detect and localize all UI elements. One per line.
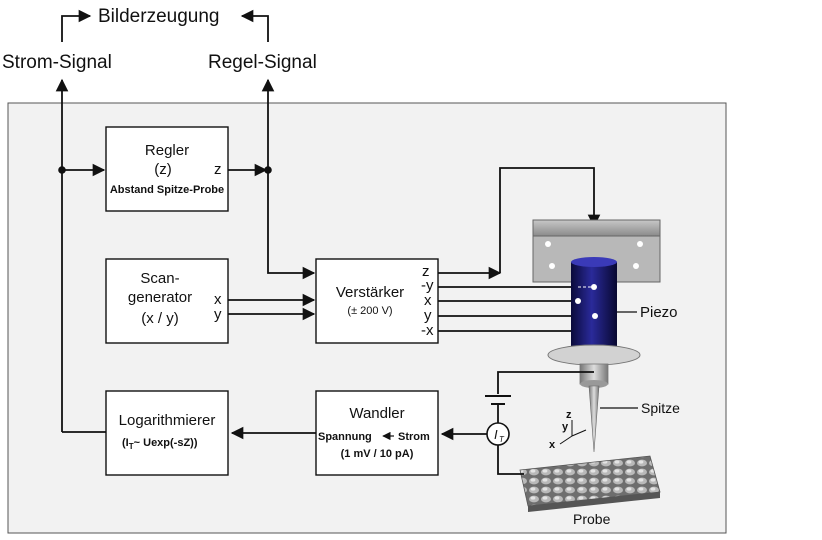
converter-box (315, 390, 439, 476)
logarithmizer-box (105, 390, 229, 476)
converter-from: Spannung (318, 431, 372, 443)
tip-label: Spitze (641, 400, 680, 416)
piezo-tube-top (571, 257, 617, 267)
axis-y-label: y (562, 421, 569, 433)
amplifier-range: (± 200 V) (347, 305, 392, 317)
formula-bold: U (143, 437, 151, 449)
formula-sub: T (129, 442, 134, 451)
axis-x-label: x (549, 439, 556, 451)
amp-out-x: x (424, 292, 432, 309)
sample-label: Probe (573, 511, 611, 527)
formula-tail: exp(-sZ)) (151, 437, 198, 449)
controller-output: z (214, 161, 222, 178)
formula-prefix: (I (122, 437, 129, 449)
scan-generator-line1: Scan- (140, 270, 179, 287)
scan-generator-box (105, 258, 229, 344)
sample-wire (497, 445, 524, 475)
piezo-tube (571, 262, 617, 350)
tip-holder-bottom (580, 380, 608, 388)
piezo-contact (591, 284, 597, 290)
scan-generator-line2: generator (128, 289, 192, 306)
plate-hole (633, 263, 639, 269)
amplifier-box (315, 258, 439, 344)
imaging-arrow-left (61, 9, 92, 42)
tip (588, 385, 600, 453)
current-signal-label: Strom-Signal (2, 52, 112, 73)
sample-edge (528, 492, 660, 512)
current-meter-symbol: I (494, 427, 498, 442)
imaging-label: Bilderzeugung (98, 6, 219, 27)
amp-out-neg-y: -y (421, 277, 434, 294)
z-to-piezo-arrow (499, 167, 601, 273)
scan-output-x: x (214, 291, 222, 308)
piezo-label: Piezo (640, 304, 678, 321)
converter-range: (1 mV / 10 pA) (341, 448, 414, 460)
controller-box (105, 126, 229, 212)
logarithmizer-formula: (IT~ Uexp(-sZ)) (122, 437, 198, 451)
bias-wire-top (497, 371, 594, 394)
control-to-amplifier-arrow (267, 170, 316, 280)
amp-out-y: y (424, 307, 432, 324)
piezo-contact (575, 298, 581, 304)
scan-generator-line3: (x / y) (141, 310, 179, 327)
converter-title: Wandler (349, 405, 404, 422)
axis-z-label: z (566, 409, 572, 421)
current-meter-sub: T (499, 435, 505, 444)
imaging-arrow-right (240, 9, 269, 42)
formula-rest: ~ (134, 437, 143, 449)
plate-hole (637, 241, 643, 247)
logarithmizer-title: Logarithmierer (119, 412, 216, 429)
controller-title: Regler (145, 142, 189, 159)
axes-indicator (559, 420, 587, 445)
scan-output-y: y (214, 306, 222, 323)
amp-out-neg-x: -x (421, 322, 434, 339)
mount-plate-top (532, 219, 661, 237)
current-meter (486, 422, 510, 446)
converter-to: Strom (398, 431, 430, 443)
amp-out-z: z (422, 263, 430, 280)
control-signal-label: Regel-Signal (208, 52, 317, 73)
plate-hole (549, 263, 555, 269)
controller-desc: Abstand Spitze-Probe (110, 184, 224, 196)
piezo-disc (547, 344, 641, 366)
amplifier-title: Verstärker (336, 284, 404, 301)
plate-hole (545, 241, 551, 247)
piezo-contact (592, 313, 598, 319)
controller-param: (z) (154, 161, 172, 178)
